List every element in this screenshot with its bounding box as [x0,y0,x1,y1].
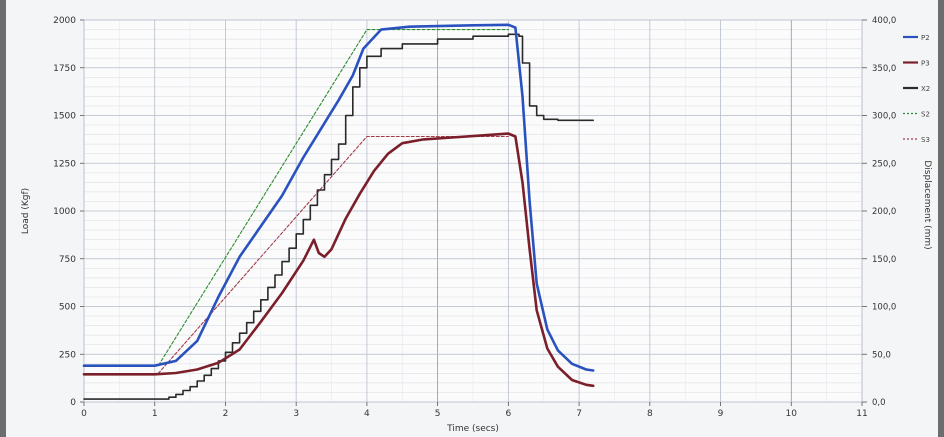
grid [83,19,863,403]
legend-label-s2: S2 [921,111,930,119]
y-left-tick-label: 1750 [53,64,76,74]
legend-label-s3: S3 [921,136,930,144]
series-line-p2 [82,23,595,372]
x-axis-ticks: 0 1 2 3 4 5 6 7 8 9 10 11 [81,402,868,419]
x-tick-label: 11 [856,409,867,419]
legend-label-p2: P2 [921,34,930,42]
y-right-axis-ticks: 0,0 50,0 100,0 150,0 200,0 250,0 300,0 350,0 400… [862,16,896,408]
y-left-tick-label: 1250 [53,159,76,169]
y-right-axis-label: Displacement (mm) [922,160,932,249]
series-layer [82,23,595,400]
legend-label-p3: P3 [921,60,930,68]
x-tick-label: 1 [152,409,158,419]
x-tick-label: 5 [435,409,441,419]
y-left-tick-label: 1500 [53,112,76,122]
y-left-tick-label: 1000 [53,207,76,217]
legend-label-x2: X2 [921,85,930,93]
x-tick-label: 7 [576,409,582,419]
y-left-tick-label: 500 [59,303,76,313]
x-tick-label: 10 [786,409,798,419]
x-tick-label: 4 [364,409,370,419]
x-tick-label: 2 [223,409,229,419]
y-left-tick-label: 750 [59,255,76,265]
y-right-tick-label: 150,0 [872,255,896,265]
y-left-tick-label: 0 [70,398,76,408]
x-tick-label: 8 [647,409,653,419]
y-right-tick-label: 300,0 [872,112,896,122]
y-left-tick-label: 2000 [53,16,76,26]
x-tick-label: 0 [81,409,87,419]
y-left-tick-label: 250 [59,350,76,360]
y-right-tick-label: 0,0 [872,398,886,408]
x-axis-label: Time (secs) [446,424,499,434]
series-line-x2 [83,33,594,400]
series-line-p3 [82,132,595,388]
y-right-tick-label: 250,0 [872,159,896,169]
y-left-axis-ticks: 0 250 500 750 1000 1250 1500 1750 2000 [53,16,84,408]
y-right-tick-label: 50,0 [872,350,891,360]
y-right-tick-label: 350,0 [872,64,896,74]
x-tick-label: 3 [293,409,299,419]
x-tick-label: 9 [718,409,724,419]
x-tick-label: 6 [505,409,511,419]
y-right-tick-label: 100,0 [872,303,896,313]
legend: P2 P3 X2 S2 S3 [903,34,930,144]
y-right-tick-label: 200,0 [872,207,896,217]
y-left-axis-label: Load (Kgf) [21,188,31,234]
y-right-tick-label: 400,0 [872,16,896,26]
